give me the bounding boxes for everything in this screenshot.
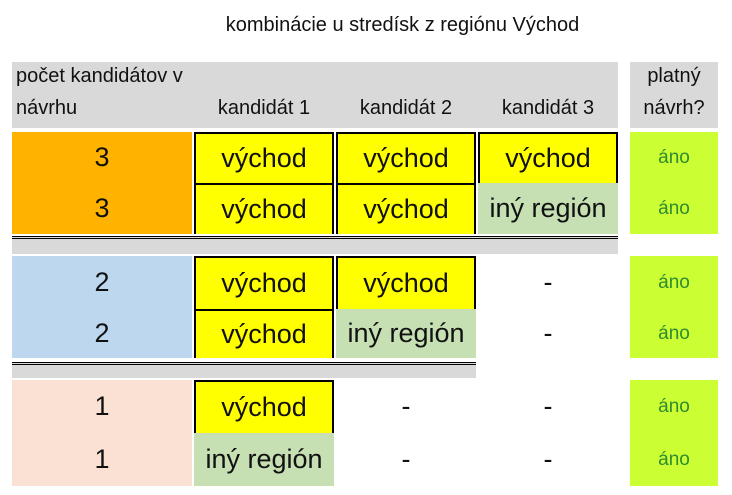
separator (12, 236, 618, 254)
cell: východ (336, 256, 476, 309)
cell: 1 (12, 433, 192, 486)
cell: východ (194, 132, 334, 183)
header-cell: platný návrh? (643, 65, 705, 119)
cell: 1 (12, 380, 192, 433)
cell: iný región (336, 309, 476, 358)
valid-cell: áno (630, 309, 718, 358)
header-cell: kandidát 2 (359, 97, 453, 119)
cell: východ (478, 132, 618, 183)
header-bg (12, 62, 618, 128)
cell: iný región (194, 433, 334, 486)
cell: - (478, 380, 618, 433)
cell: iný región (478, 183, 618, 234)
cell: 2 (12, 309, 192, 358)
valid-cell: áno (630, 256, 718, 309)
cell: východ (194, 183, 334, 234)
valid-cell: áno (630, 183, 718, 234)
cell: 3 (12, 183, 192, 234)
valid-cell: áno (630, 132, 718, 183)
header-bg (630, 62, 718, 128)
separator (12, 362, 476, 378)
cell: východ (194, 256, 334, 309)
cell: 3 (12, 132, 192, 183)
header-cell: kandidát 3 (501, 97, 595, 119)
title: kombinácie u stredísk z regiónu Východ (225, 14, 580, 36)
cell: východ (194, 309, 334, 358)
header-cell: počet kandidátov v návrhu (16, 65, 183, 119)
cell: - (478, 309, 618, 358)
valid-cell: áno (630, 433, 718, 486)
cell: - (336, 380, 476, 433)
cell: - (336, 433, 476, 486)
valid-cell: áno (630, 380, 718, 433)
header-cell: kandidát 1 (217, 97, 311, 119)
cell: východ (336, 183, 476, 234)
cell: východ (194, 380, 334, 433)
cell: východ (336, 132, 476, 183)
cell: 2 (12, 256, 192, 309)
cell: - (478, 433, 618, 486)
cell: - (478, 256, 618, 309)
